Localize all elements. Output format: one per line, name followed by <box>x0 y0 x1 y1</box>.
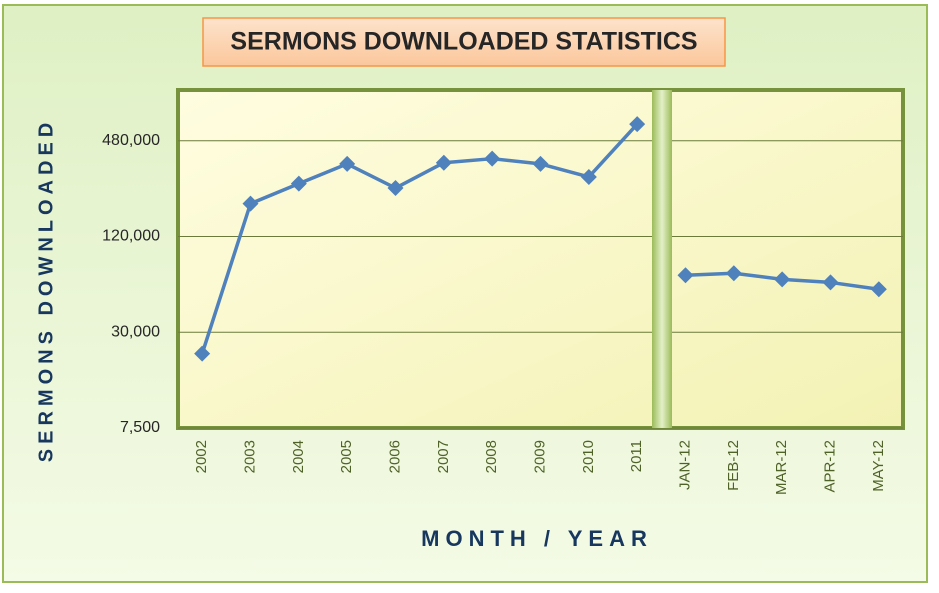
data-point <box>290 175 307 192</box>
x-tick-label: 2002 <box>193 440 210 473</box>
x-axis-title: MONTH / YEAR <box>421 526 653 551</box>
data-point <box>870 281 887 298</box>
data-point <box>194 345 211 362</box>
data-point <box>484 150 501 167</box>
y-tick-label: 30,000 <box>111 323 160 340</box>
title-box <box>202 17 726 67</box>
axis-break <box>652 90 672 428</box>
data-point <box>677 267 694 284</box>
y-tick-label: 120,000 <box>102 228 160 245</box>
data-point <box>580 168 597 185</box>
x-tick-label: MAR-12 <box>773 440 790 495</box>
data-point <box>822 274 839 291</box>
x-tick-label: FEB-12 <box>725 440 742 491</box>
x-tick-label: 2007 <box>435 440 452 473</box>
x-tick-label: 2005 <box>338 440 355 473</box>
x-tick-label: APR-12 <box>821 440 838 493</box>
y-tick-label: 7,500 <box>120 419 160 436</box>
x-tick-label: 2006 <box>386 440 403 473</box>
data-point <box>242 195 259 212</box>
x-tick-label: 2011 <box>628 440 645 472</box>
data-point <box>629 116 646 133</box>
series-line <box>200 122 639 355</box>
data-point <box>774 271 791 288</box>
plot-area <box>176 88 905 430</box>
y-axis-title: SERMONS DOWNLOADED <box>35 118 57 462</box>
data-point <box>532 155 549 172</box>
x-tick-label: 2010 <box>580 440 597 473</box>
x-tick-label: 2009 <box>531 440 548 473</box>
data-point <box>387 180 404 197</box>
x-tick-label: 2004 <box>290 440 307 473</box>
x-tick-label: 2003 <box>241 440 258 473</box>
x-tick-label: MAY-12 <box>870 440 887 492</box>
data-point <box>725 265 742 282</box>
y-tick-label: 480,000 <box>102 132 160 149</box>
data-point <box>435 154 452 171</box>
x-tick-label: 2008 <box>483 440 500 473</box>
data-point <box>339 155 356 172</box>
chart-title: SERMONS DOWNLOADED STATISTICS <box>230 28 697 56</box>
x-tick-label: JAN-12 <box>676 440 693 490</box>
